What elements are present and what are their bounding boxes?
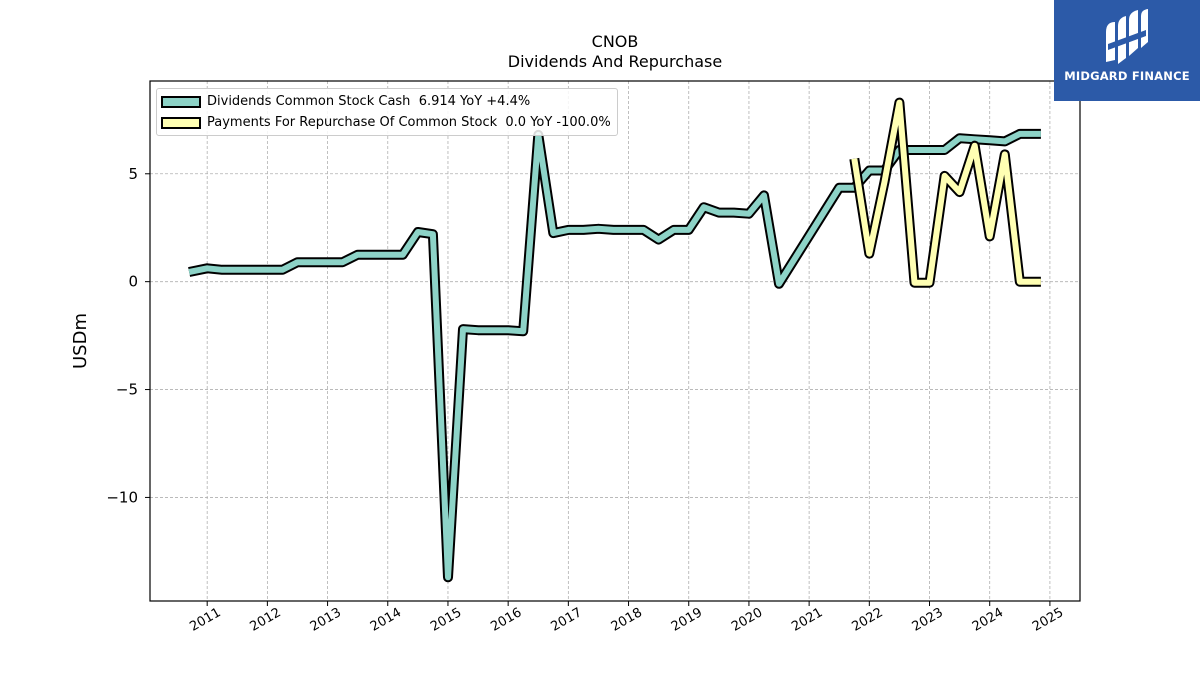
series-dividends-line-outline [188,128,1041,583]
ticks: 2011 2012 2013 2014 2015 2016 2017 2018 2019 2020… [106,165,1066,635]
x-tick-label: 2015 [428,605,464,635]
legend-item-repurchase: Payments For Repurchase Of Common Stock … [161,112,611,133]
x-tick-label: 2018 [609,605,645,635]
midgard-logo-icon [1106,9,1148,64]
legend-item-dividends: Dividends Common Stock Cash 6.914 YoY +4… [161,91,611,112]
chart-title: CNOB [591,32,639,51]
x-tick-label: 2025 [1030,605,1066,635]
x-tick-label: 2012 [248,605,284,635]
series-layer [188,97,1041,583]
x-tick-label: 2021 [789,605,825,635]
brand-logo: MIDGARD FINANCE [1054,0,1200,101]
y-tick-label: −10 [106,488,138,506]
series-repurchase-line [851,99,1041,286]
x-tick-label: 2017 [549,605,585,635]
y-tick-label: 0 [128,273,138,291]
x-tick-label: 2020 [729,605,765,635]
x-tick-label: 2016 [488,605,524,635]
legend-label-dividends: Dividends Common Stock Cash 6.914 YoY +4… [207,94,531,109]
x-tick-label: 2011 [187,605,223,635]
x-tick-label: 2024 [970,605,1006,635]
y-tick-label: −5 [116,381,138,399]
axes-frame [149,80,1081,602]
legend-swatch-repurchase [161,116,201,129]
y-tick-label: 5 [128,165,138,183]
grid [150,81,1080,601]
x-tick-label: 2014 [368,605,404,635]
x-tick-label: 2022 [849,605,885,635]
brand-name: MIDGARD FINANCE [1064,69,1190,83]
legend-label-repurchase: Payments For Repurchase Of Common Stock … [207,115,611,130]
y-axis-label: USDm [70,313,91,369]
x-tick-label: 2013 [308,605,344,635]
chart-subtitle: Dividends And Repurchase [507,52,723,71]
legend-swatch-dividends [161,95,201,108]
series-dividends-line [188,130,1041,581]
legend: Dividends Common Stock Cash 6.914 YoY +4… [156,88,618,136]
x-tick-label: 2023 [910,605,946,635]
x-tick-label: 2019 [669,605,705,635]
